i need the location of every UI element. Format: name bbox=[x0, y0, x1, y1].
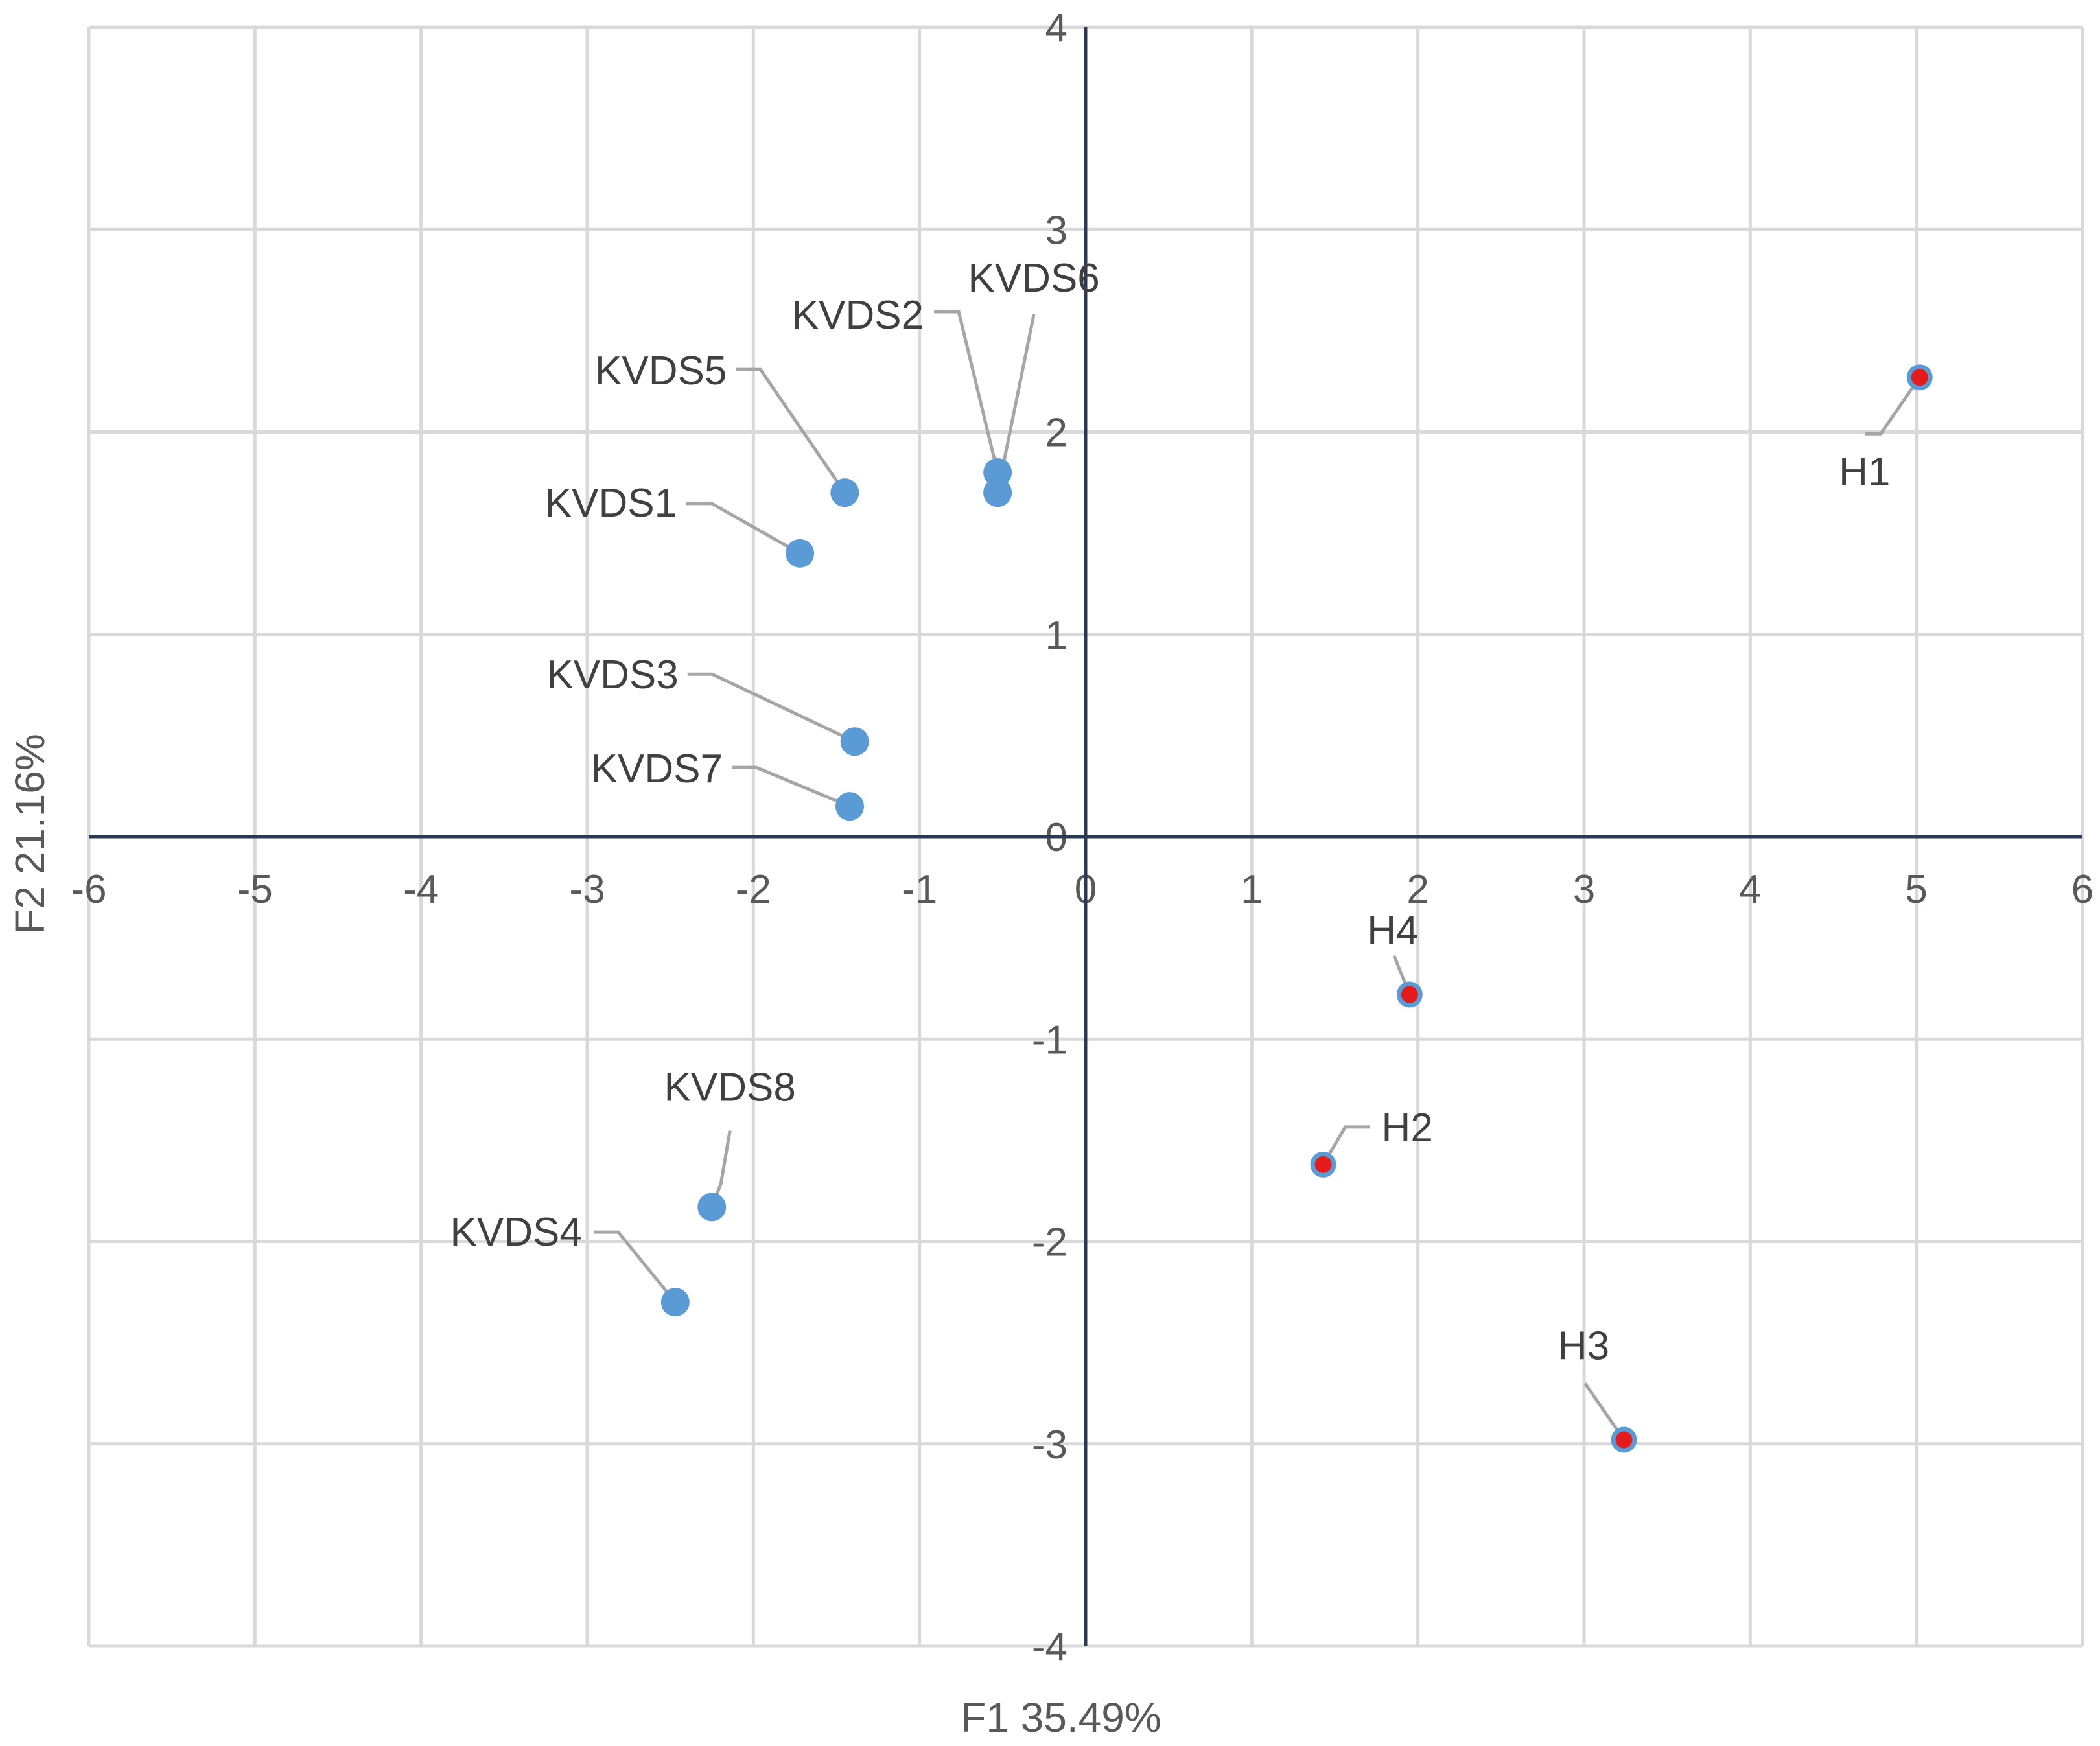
x-tick-label: -5 bbox=[237, 867, 273, 912]
y-tick-label: -2 bbox=[1032, 1220, 1068, 1265]
data-label: KVDS8 bbox=[664, 1065, 796, 1110]
y-tick-label: -1 bbox=[1032, 1018, 1068, 1062]
data-label: H1 bbox=[1839, 450, 1890, 495]
data-labels: KVDS1 KVDS2 KVDS3 KVDS4 KVDS5 KVDS6 KVDS7 KVDS8… bbox=[450, 256, 1891, 1368]
y-tick-label: -4 bbox=[1032, 1625, 1068, 1670]
x-tick-label: 6 bbox=[2071, 867, 2094, 912]
leader-line bbox=[1322, 1125, 1370, 1166]
data-point bbox=[697, 1193, 727, 1222]
data-point-core bbox=[1615, 1431, 1633, 1449]
data-label: KVDS6 bbox=[968, 256, 1099, 301]
data-point bbox=[983, 458, 1012, 487]
y-tick-label: 2 bbox=[1045, 411, 1068, 456]
x-tick-label: 4 bbox=[1739, 867, 1761, 912]
data-point bbox=[660, 1288, 690, 1317]
data-label: KVDS4 bbox=[450, 1210, 582, 1255]
data-point bbox=[840, 727, 869, 756]
y-tick-label: 3 bbox=[1045, 208, 1068, 253]
x-axis-title: F1 35.49% bbox=[961, 1694, 1161, 1741]
x-tick-label: 1 bbox=[1241, 867, 1263, 912]
data-label: H4 bbox=[1367, 909, 1418, 953]
data-label: KVDS7 bbox=[591, 747, 723, 791]
data-label: KVDS3 bbox=[546, 653, 678, 697]
data-label: H3 bbox=[1558, 1324, 1609, 1369]
x-tick-label: -6 bbox=[71, 867, 106, 912]
leader-line bbox=[934, 310, 999, 473]
data-point bbox=[983, 478, 1012, 507]
x-tick-label: -3 bbox=[569, 867, 605, 912]
data-point-core bbox=[1314, 1156, 1332, 1173]
y-tick-label: -3 bbox=[1032, 1423, 1068, 1467]
data-point bbox=[835, 792, 865, 821]
x-tick-label: -2 bbox=[736, 867, 771, 912]
y-tick-label: 1 bbox=[1045, 613, 1068, 658]
data-label: H2 bbox=[1382, 1106, 1433, 1150]
data-label: KVDS2 bbox=[792, 293, 924, 338]
leader-line bbox=[687, 672, 856, 743]
y-tick-label: 4 bbox=[1045, 6, 1068, 51]
x-tick-label: 3 bbox=[1573, 867, 1595, 912]
data-point bbox=[786, 539, 815, 568]
data-label: KVDS1 bbox=[545, 481, 677, 526]
data-point bbox=[830, 478, 859, 507]
leader-line bbox=[593, 1230, 677, 1303]
x-tick-label: -1 bbox=[902, 867, 937, 912]
data-label: KVDS5 bbox=[595, 349, 727, 393]
data-point-core bbox=[1401, 986, 1418, 1003]
x-tick-label: -4 bbox=[403, 867, 439, 912]
data-point-core bbox=[1911, 369, 1928, 386]
x-tick-label: 5 bbox=[1905, 867, 1927, 912]
data-points bbox=[660, 364, 1933, 1453]
y-axis-title: F2 21.16% bbox=[6, 734, 53, 935]
leader-line bbox=[1865, 376, 1921, 436]
leader-line bbox=[732, 765, 850, 808]
leader-line bbox=[736, 367, 846, 494]
leader-line bbox=[686, 502, 801, 555]
x-tick-label: 2 bbox=[1406, 867, 1429, 912]
